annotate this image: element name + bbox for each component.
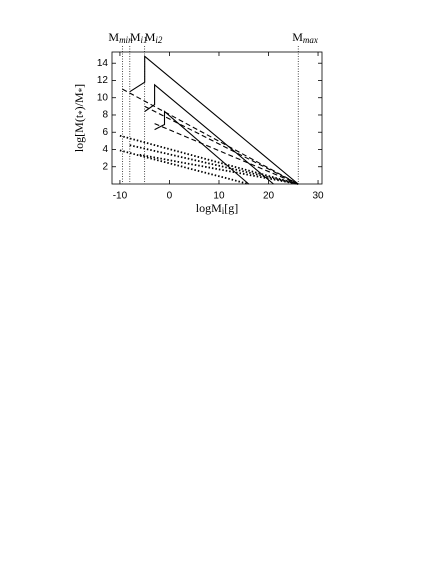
- marker-sub: min: [119, 35, 133, 45]
- x-axis-label: logMi[g]: [196, 201, 239, 216]
- y-label-sub: *: [77, 110, 87, 115]
- y-tick-label: 2: [102, 161, 108, 172]
- marker-label: Mmin: [108, 30, 133, 45]
- x-label-part: [g]: [224, 201, 238, 215]
- x-tick-label: 30: [312, 191, 324, 202]
- y-label-part: ]: [72, 84, 86, 88]
- plot-frame: [111, 51, 323, 185]
- marker-symbol: M: [145, 30, 156, 44]
- marker-symbol: M: [108, 30, 119, 44]
- x-tick-label: 10: [213, 191, 225, 202]
- y-tick-label: 6: [102, 127, 108, 138]
- marker-label: Mi1: [130, 30, 148, 45]
- y-tick-label: 8: [102, 110, 108, 121]
- x-label-sub: i: [222, 206, 225, 216]
- data-line: [129, 55, 299, 185]
- y-tick-label: 10: [97, 92, 109, 103]
- y-tick-label: 4: [102, 144, 108, 155]
- marker-label: Mmax: [292, 30, 318, 45]
- marker-symbol: M: [130, 30, 141, 44]
- data-line: [122, 88, 299, 185]
- x-label-part: logM: [196, 201, 222, 215]
- data-line: [139, 153, 299, 185]
- y-label-sub: *: [77, 87, 87, 92]
- data-line: [144, 83, 274, 185]
- x-tick-label: -10: [113, 191, 128, 202]
- data-line: [129, 144, 299, 185]
- marker-symbol: M: [292, 30, 303, 44]
- marker-label: Mi2: [145, 30, 163, 45]
- x-tick-label: 0: [167, 191, 173, 202]
- x-tick-label: 20: [263, 191, 275, 202]
- data-line: [119, 149, 249, 185]
- y-tick-label: 12: [97, 75, 109, 86]
- data-line: [154, 123, 299, 185]
- y-label-part: log[M(t: [72, 114, 86, 152]
- data-line: [154, 110, 250, 185]
- data-line: [119, 134, 299, 185]
- data-line: [144, 105, 299, 185]
- marker-sub: i2: [155, 35, 163, 45]
- y-label-part: )/M: [72, 92, 86, 110]
- y-tick-label: 14: [97, 58, 109, 69]
- marker-sub: max: [303, 35, 318, 45]
- y-axis-label: log[M(t*)/M*]: [72, 84, 87, 152]
- marker-sub: i1: [141, 35, 148, 45]
